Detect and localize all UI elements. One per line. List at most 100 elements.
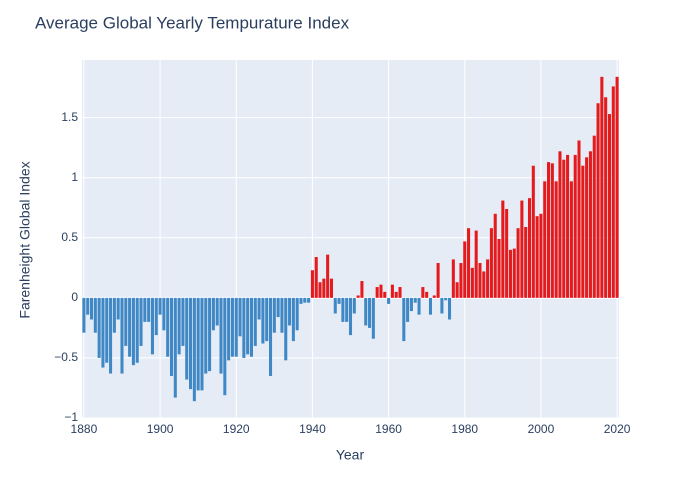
bar	[120, 297, 124, 374]
bar	[215, 297, 219, 326]
bar	[89, 297, 94, 320]
bar	[242, 297, 246, 358]
bar	[607, 114, 612, 298]
y-tick-label: 0	[71, 290, 78, 304]
bar	[265, 297, 269, 342]
bar	[329, 278, 333, 298]
bar	[303, 297, 307, 303]
bar	[611, 86, 615, 298]
bar	[390, 284, 394, 298]
x-tick-label: 2000	[528, 422, 555, 436]
bar	[383, 291, 387, 298]
bar	[543, 181, 547, 298]
bar	[600, 76, 604, 298]
x-tick-label: 1940	[299, 422, 326, 436]
bar	[588, 151, 592, 298]
x-tick-label: 1880	[71, 422, 98, 436]
bar	[211, 297, 215, 331]
bar	[356, 295, 360, 298]
bar	[596, 103, 600, 298]
bar	[143, 297, 147, 322]
y-tick-label: 1	[71, 170, 78, 184]
bar	[547, 162, 551, 298]
bar	[440, 297, 444, 314]
bar	[162, 297, 166, 331]
bar	[409, 297, 413, 312]
bar	[86, 297, 90, 315]
bar	[219, 297, 223, 374]
bar	[257, 297, 261, 320]
bar	[105, 297, 109, 363]
bar	[276, 297, 280, 318]
bar	[489, 228, 493, 298]
bar	[562, 159, 566, 298]
bar	[109, 297, 113, 374]
bar	[425, 291, 429, 298]
bar	[341, 297, 345, 322]
bar	[447, 297, 452, 320]
bar	[112, 297, 116, 333]
bar	[406, 297, 410, 322]
y-axis-title: Farenheight Global Index	[17, 161, 33, 318]
bar	[192, 297, 196, 402]
bar	[322, 278, 326, 298]
y-tick-label: −1	[64, 410, 78, 424]
y-tick-label: −0.5	[54, 350, 78, 364]
bar	[550, 163, 554, 298]
bar	[234, 297, 238, 357]
bar	[592, 135, 596, 298]
bar	[200, 297, 204, 391]
bar	[444, 297, 448, 301]
bar	[573, 154, 577, 298]
bar	[531, 165, 535, 298]
bar	[569, 181, 573, 298]
bar	[352, 297, 356, 314]
bar	[497, 239, 501, 298]
bar	[470, 267, 474, 298]
x-tick-label: 1900	[147, 422, 174, 436]
bar	[474, 230, 478, 298]
bar	[253, 297, 257, 346]
bar	[512, 248, 516, 298]
bar	[333, 297, 337, 314]
bar	[314, 257, 318, 298]
bar	[208, 297, 212, 372]
bar	[402, 297, 406, 342]
bar	[413, 297, 417, 303]
bar	[486, 259, 490, 298]
bar	[493, 213, 497, 298]
bar	[360, 281, 364, 298]
bar	[577, 140, 581, 298]
x-tick-label: 1980	[451, 422, 478, 436]
bar	[417, 297, 421, 315]
bar	[124, 297, 128, 346]
bar	[394, 291, 398, 298]
bar	[375, 287, 379, 298]
bar	[196, 297, 200, 391]
x-tick-label: 1960	[375, 422, 402, 436]
bar	[585, 157, 589, 298]
bar	[291, 297, 295, 342]
bar	[478, 263, 482, 298]
bar	[288, 297, 292, 326]
bar	[227, 297, 231, 361]
bar	[189, 297, 193, 390]
bars	[82, 76, 619, 402]
bar	[566, 154, 570, 298]
bar	[467, 228, 471, 298]
bar	[371, 297, 375, 339]
bar	[459, 263, 463, 298]
bar	[261, 297, 265, 344]
bar	[135, 297, 139, 363]
bar	[539, 213, 543, 298]
bar	[398, 287, 402, 298]
labels: −1 −0.5 0 0.5 1 1.5 1880 1900 1920 1940 1960 1980 20…	[54, 110, 630, 436]
bar	[368, 297, 372, 328]
bar	[82, 297, 86, 333]
bar	[139, 297, 143, 346]
bar	[97, 297, 101, 358]
y-tick-label: 1.5	[61, 110, 78, 124]
bar	[238, 297, 242, 337]
x-axis-title: Year	[336, 447, 365, 463]
bar	[280, 297, 284, 333]
